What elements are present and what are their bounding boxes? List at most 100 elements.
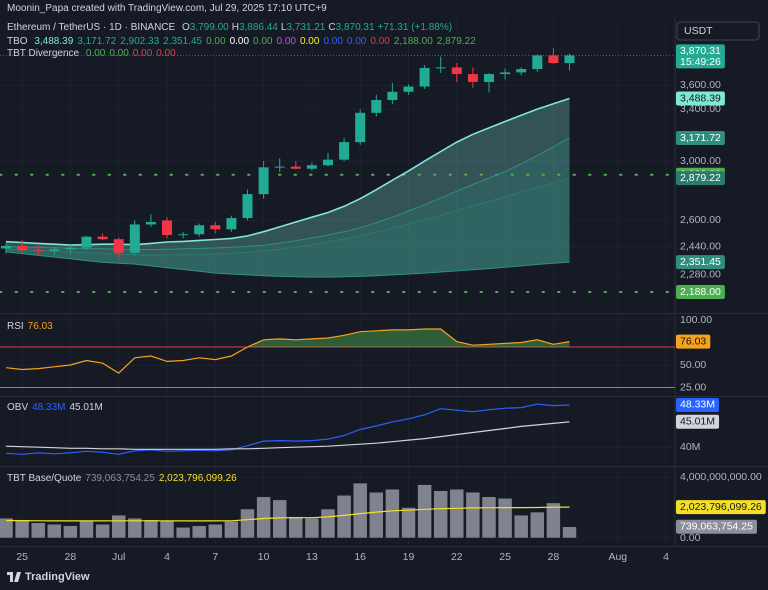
candle-body (129, 224, 140, 253)
pane-value: 45.01M (69, 402, 103, 413)
y-tick-label: 3,600.00 (680, 79, 721, 91)
volume-bar (562, 526, 577, 539)
volume-bar (63, 525, 78, 539)
volume-bar (449, 488, 465, 539)
volume-bar (175, 527, 191, 539)
indicator-line (5, 403, 570, 455)
series-last-label-box (676, 130, 725, 145)
x-tick-label: 19 (403, 551, 415, 563)
tbo-value: 2,188.00 (393, 36, 433, 47)
series-last-label: 2,023,796,099.26 (680, 501, 762, 513)
candle-body (17, 245, 28, 251)
pane-name: RSI (7, 321, 24, 332)
ohlc-item: O3,799.00 (182, 22, 229, 33)
series-last-label: 45.01M (680, 416, 715, 428)
volume-bar (530, 511, 545, 539)
divergence-value: 0.00 (85, 48, 106, 59)
volume-bar (352, 482, 368, 539)
ohlc-prefix: L (280, 22, 287, 33)
y-tick-label: 2,440.00 (680, 241, 721, 253)
volume-bar (546, 502, 561, 539)
candle-body (451, 67, 462, 75)
candle-body (323, 159, 333, 166)
volume-bar (14, 519, 30, 539)
candle-body (258, 167, 269, 195)
last-price-box (676, 44, 725, 69)
candle-body (484, 74, 494, 82)
level-label-box (676, 284, 725, 299)
volume-bar (433, 490, 448, 539)
credit: Moonin_Papa created with TradingView.com… (7, 3, 327, 14)
tbo-value: 2,879.22 (436, 36, 476, 47)
indicator-line (5, 328, 570, 374)
volume-bar (513, 514, 529, 539)
pane-name: OBV (7, 402, 29, 413)
change-label: +71.31 (+1.88%) (377, 22, 453, 33)
y-tick-label: 50.00 (680, 359, 706, 371)
ohlc-prefix: C (328, 22, 336, 33)
pane-value: 739,063,754.25 (85, 473, 155, 484)
y-tick-label: 2,600.00 (680, 214, 721, 226)
footer-logo: TradingView (7, 571, 90, 583)
x-tick-label: 28 (548, 551, 560, 563)
series-last-label-box (676, 255, 725, 270)
candle-body (81, 236, 92, 248)
indicator-band (6, 98, 570, 278)
candle-body (516, 69, 527, 73)
series-last-label: 2,879.22 (680, 172, 721, 184)
x-tick-label: 10 (258, 551, 270, 563)
volume-bar (256, 496, 271, 539)
volume-bar (95, 524, 110, 539)
symbol-title: Ethereum / TetherUS · 1D · BINANCE (7, 22, 176, 33)
divergence-name: TBT Divergence (7, 48, 80, 59)
tbo-value: 0.00 (229, 36, 250, 47)
divergence-value: 0.00 (156, 48, 176, 59)
tbo-value: 2,902.33 (120, 36, 160, 47)
volume-bar (0, 517, 14, 539)
volume-bar (240, 508, 255, 539)
volume-bar (159, 520, 175, 539)
volume-bar (401, 507, 416, 539)
candle-body (194, 225, 205, 235)
tbo-value: 2,351.45 (163, 36, 203, 47)
series-last-label: 3,171.72 (680, 132, 721, 144)
series-last-label-box (676, 414, 720, 429)
volume-bar (336, 495, 352, 539)
tbo-value: 0.00 (206, 36, 226, 47)
tbo-name: TBO (7, 36, 28, 47)
candle-body (290, 166, 301, 169)
candle-body (548, 55, 559, 63)
x-tick-label: Aug (608, 551, 627, 563)
series-last-label: 739,063,754.25 (680, 520, 753, 532)
tbo-value: 0.00 (346, 36, 367, 47)
indicator-line (5, 97, 570, 246)
volume-bar (385, 488, 400, 539)
y-tick-label: 0.00 (680, 532, 701, 544)
x-tick-label: Jul (112, 551, 125, 563)
volume-bar (369, 491, 384, 539)
candle-body (145, 222, 156, 225)
series-last-label-box (676, 171, 725, 186)
logo-icon (7, 572, 21, 582)
volume-bar (79, 520, 94, 539)
candle-body (33, 250, 44, 252)
candle-body (564, 55, 575, 64)
indicator-line (5, 421, 570, 450)
ohlc-value: 3,886.44 (238, 22, 278, 33)
volume-bar (320, 508, 336, 539)
series-last-label: 48.33M (680, 399, 715, 411)
ohlc-item: C3,870.31 (328, 22, 374, 33)
tbo-value: 3,171.72 (77, 36, 117, 47)
ohlc-item: L3,731.21 (281, 22, 326, 33)
candle-body (210, 225, 221, 230)
pane-name: TBT Base/Quote (7, 473, 82, 484)
candle-body (387, 91, 398, 101)
volume-bar (127, 517, 143, 539)
series-last-label: 3,488.39 (680, 92, 721, 104)
ohlc-value: 3,870.31 (335, 22, 375, 33)
series-last-label-box (676, 91, 725, 106)
candle-body (178, 234, 189, 236)
y-tick-label: 3,000.00 (680, 155, 721, 167)
y-tick-label: 4,000,000,000.00 (680, 471, 762, 483)
ohlc-value: 3,731.21 (286, 22, 326, 33)
